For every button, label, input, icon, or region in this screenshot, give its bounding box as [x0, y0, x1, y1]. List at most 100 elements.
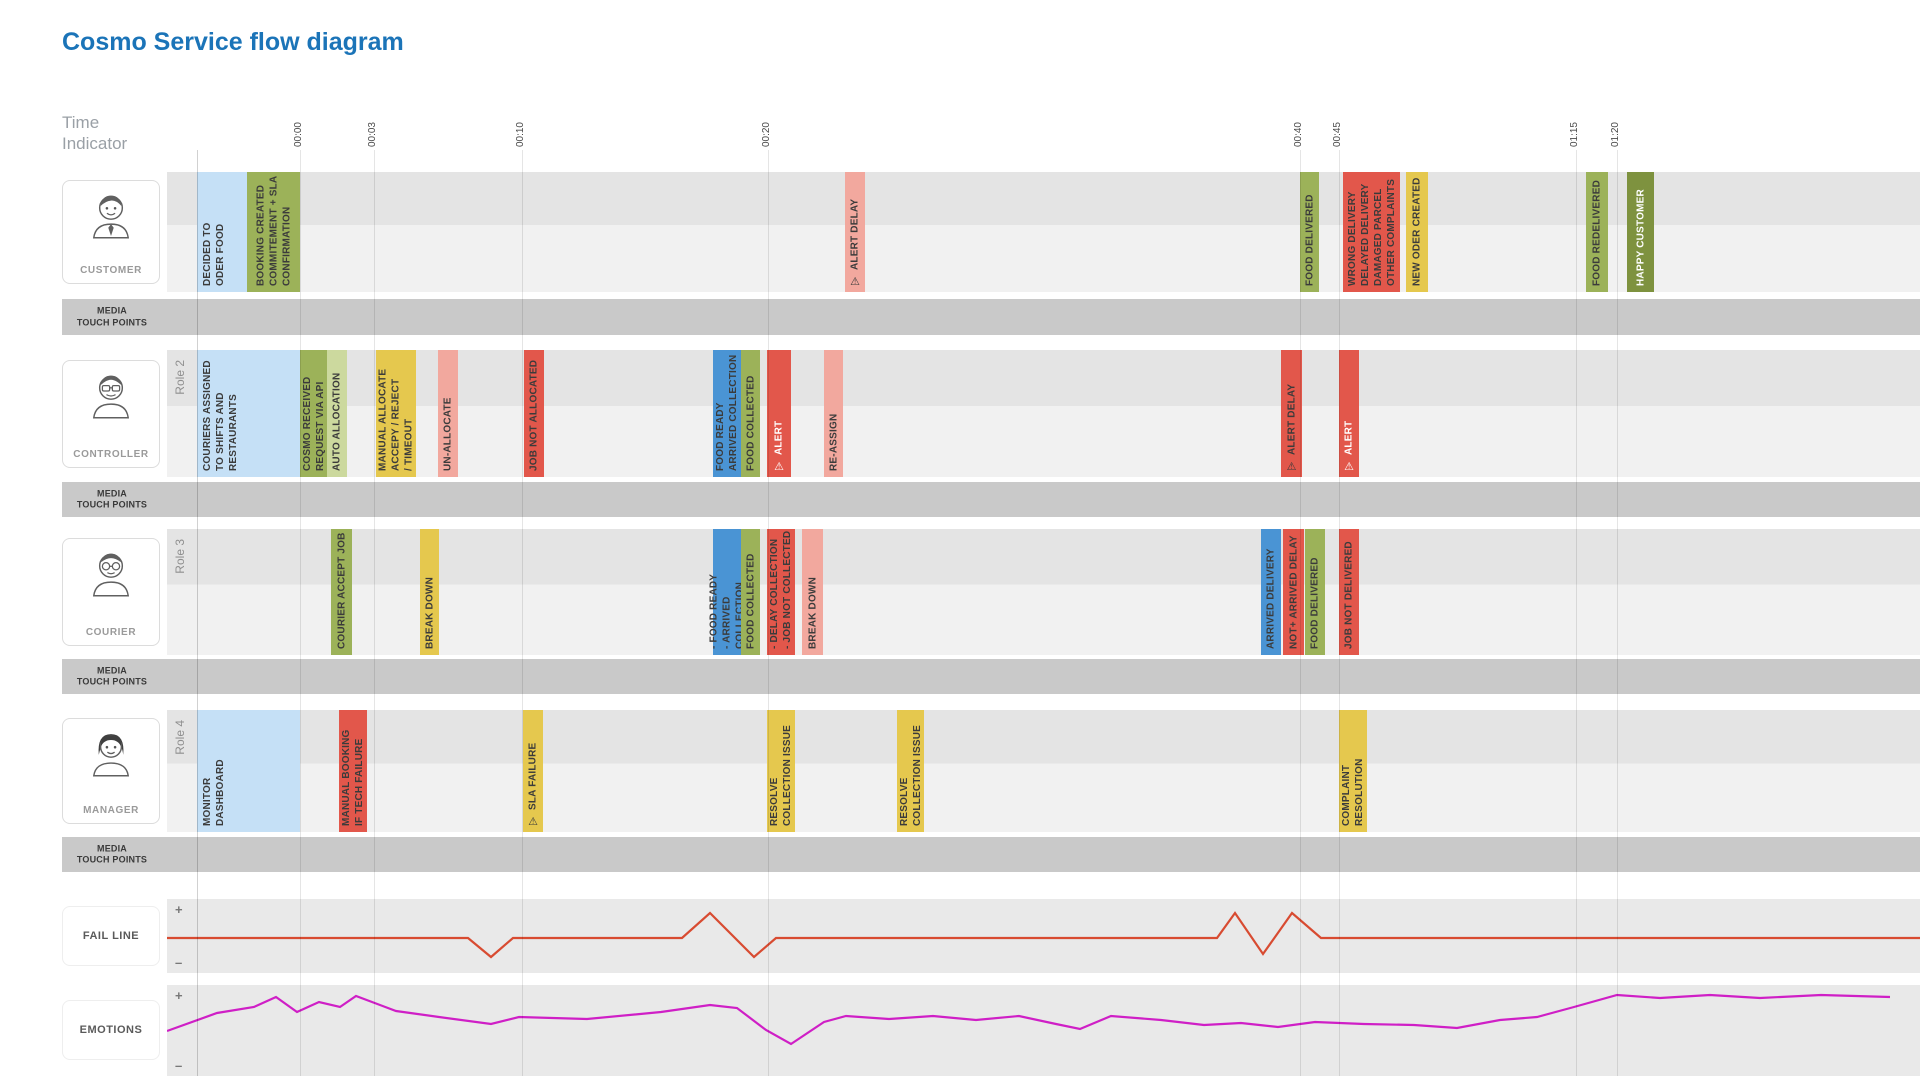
event-bar: ALERT ⚠ — [1339, 350, 1359, 477]
event-bar: BREAK DOWN — [420, 529, 439, 655]
customer-avatar-icon — [92, 195, 130, 239]
event-bar-label: NEW ODER CREATED — [1411, 177, 1423, 286]
controller-label: CONTROLLER — [73, 449, 149, 460]
customer-lane: DECIDED TO ODER FOOD BOOKING CREATED COMM… — [167, 172, 1920, 292]
courier-actor-card: COURIER — [62, 538, 160, 646]
event-bar: MONITOR DASHBOARD — [197, 710, 300, 832]
event-bar: - DELAY COLLECTION - JOB NOT COLLECTED — [767, 529, 795, 655]
courier-lane-bars: COURIER ACCEPT JOB BREAK DOWN - FOOD READY… — [167, 529, 1920, 655]
event-bar-label: FOOD DELIVERED — [1309, 557, 1321, 649]
event-bar: ALERT DELAY ⚠ — [1281, 350, 1302, 477]
fail-minus-sign: – — [175, 955, 183, 970]
event-bar-label: BOOKING CREATED COMMITEMENT + SLA CONFIR… — [255, 175, 292, 286]
event-bar: AUTO ALLOCATION — [327, 350, 347, 477]
event-bar-label: WRONG DELIVERY DELAYED DELIVERY DAMAGED … — [1346, 178, 1397, 286]
event-bar-label: BREAK DOWN — [424, 577, 435, 649]
event-bar-label: ALERT — [773, 420, 785, 455]
warning-icon: ⚠ — [528, 816, 538, 828]
event-bar: UN-ALLOCATE — [438, 350, 458, 477]
event-bar-label: COMPLAINT RESOLUTION — [1341, 758, 1365, 826]
courier-label: COURIER — [85, 627, 137, 638]
time-indicator-label: Time Indicator — [62, 113, 128, 154]
fail-line-label-box: FAIL LINE — [62, 906, 160, 966]
event-bar: NEW ODER CREATED — [1406, 172, 1428, 292]
event-bar-label: BREAK DOWN — [807, 577, 818, 649]
emotions-label-box: EMOTIONS — [62, 1000, 160, 1060]
event-bar: BREAK DOWN — [802, 529, 823, 655]
media-touch-points-label: MEDIA TOUCH POINTS — [76, 664, 148, 687]
event-bar: SLA FAILURE ⚠ — [523, 710, 543, 832]
event-bar: MANUAL BOOKING IF TECH FAILURE — [339, 710, 367, 832]
event-bar: FOOD REDELIVERED — [1586, 172, 1608, 292]
manager-actor-card: MANAGER — [62, 718, 160, 824]
fail-line-polyline — [167, 911, 1920, 959]
manager-avatar-icon — [92, 734, 130, 777]
event-bar-label: MONITOR DASHBOARD — [202, 759, 226, 826]
fail-plus-sign: + — [175, 902, 183, 917]
event-bar-label: - DELAY COLLECTION - JOB NOT COLLECTED — [769, 530, 793, 649]
event-bar: BOOKING CREATED COMMITEMENT + SLA CONFIR… — [247, 172, 300, 292]
event-bar: ALERT DELAY ⚠ — [845, 172, 865, 292]
event-bar-label: FOOD READY ARRIVED COLLECTION — [715, 354, 739, 471]
emotions-minus-sign: – — [175, 1058, 183, 1073]
event-bar: NOT+ ARRIVED DELAY — [1283, 529, 1304, 655]
event-bar-label: ARRIVED DELIVERY — [1265, 548, 1277, 649]
event-bar-label: SLA FAILURE — [527, 742, 539, 810]
warning-icon: ⚠ — [1344, 461, 1354, 473]
customer-actor-card: CUSTOMER — [62, 180, 160, 284]
event-bar: COURIER ACCEPT JOB — [331, 529, 352, 655]
manager-label: MANAGER — [83, 805, 139, 816]
event-bar-label: NOT+ ARRIVED DELAY — [1288, 535, 1299, 649]
event-bar: JOB NOT ALLOCATED — [524, 350, 544, 477]
time-tick-label: 00:20 — [761, 121, 772, 147]
event-bar-label: COURIER ACCEPT JOB — [336, 532, 347, 649]
warning-icon: ⚠ — [1286, 461, 1297, 473]
event-bar: FOOD DELIVERED — [1300, 172, 1319, 292]
event-bar-label: JOB NOT ALLOCATED — [528, 359, 540, 471]
event-bar-label: RESOLVE COLLECTION ISSUE — [898, 725, 923, 826]
courier-avatar-icon — [92, 553, 130, 597]
emotions-lane: + – — [167, 985, 1920, 1076]
emotions-polyline — [167, 993, 1891, 1046]
customer-label: CUSTOMER — [80, 265, 142, 276]
event-bar-label: FOOD COLLECTED — [745, 375, 756, 471]
event-bar: MANUAL ALLOCATE ACCEPY / REJECT / TIMEOU… — [376, 350, 416, 477]
manager-lane: Role 4 MONITOR DASHBOARD MANUAL BOOKING I… — [167, 710, 1920, 832]
event-bar-label: ALERT DELAY — [849, 198, 861, 270]
media-touch-points-label: MEDIA TOUCH POINTS — [76, 487, 148, 510]
controller-lane: Role 2 COURIERS ASSIGNED TO SHIFTS AND R… — [167, 350, 1920, 477]
event-bar: FOOD DELIVERED — [1305, 529, 1325, 655]
event-bar-label: FOOD COLLECTED — [745, 553, 756, 649]
controller-avatar-icon — [92, 375, 130, 419]
controller-media-bar: MEDIA TOUCH POINTS — [62, 482, 1920, 517]
emotions-chart — [167, 993, 1891, 1046]
event-bar-label: JOB NOT DELIVERED — [1343, 541, 1355, 649]
time-tick-label: 00:03 — [367, 121, 378, 147]
time-tick-label: 01:15 — [1569, 121, 1580, 147]
time-tick-label: 01:20 — [1610, 121, 1621, 147]
courier-lane: Role 3 COURIER ACCEPT JOB BREAK DOWN - FOO… — [167, 529, 1920, 655]
event-bar: FOOD COLLECTED — [741, 529, 760, 655]
event-bar-label: MANUAL BOOKING IF TECH FAILURE — [341, 729, 365, 826]
event-bar: FOOD READY ARRIVED COLLECTION — [713, 350, 741, 477]
event-bar: ARRIVED DELIVERY — [1261, 529, 1281, 655]
time-tick-label: 00:45 — [1332, 121, 1343, 147]
time-tick-label: 00:10 — [515, 121, 526, 147]
event-bar-label: ALERT — [1343, 420, 1355, 455]
emotions-plus-sign: + — [175, 988, 183, 1003]
event-bar-label: FOOD REDELIVERED — [1591, 180, 1603, 286]
time-tick-label: 00:40 — [1293, 121, 1304, 147]
fail-line-chart — [167, 911, 1920, 959]
customer-lane-bars: DECIDED TO ODER FOOD BOOKING CREATED COMM… — [167, 172, 1920, 292]
event-bar: HAPPY CUSTOMER — [1627, 172, 1654, 292]
controller-lane-bars: COURIERS ASSIGNED TO SHIFTS AND RESTAURA… — [167, 350, 1920, 477]
event-bar: COMPLAINT RESOLUTION — [1339, 710, 1367, 832]
event-bar-label: HAPPY CUSTOMER — [1635, 189, 1646, 286]
event-bar-label: DECIDED TO ODER FOOD — [202, 222, 226, 287]
event-bar-label: AUTO ALLOCATION — [331, 372, 343, 471]
media-touch-points-label: MEDIA TOUCH POINTS — [76, 305, 148, 327]
event-bar-label: UN-ALLOCATE — [442, 397, 454, 471]
event-bar: RESOLVE COLLECTION ISSUE — [767, 710, 795, 832]
controller-actor-card: CONTROLLER — [62, 360, 160, 468]
